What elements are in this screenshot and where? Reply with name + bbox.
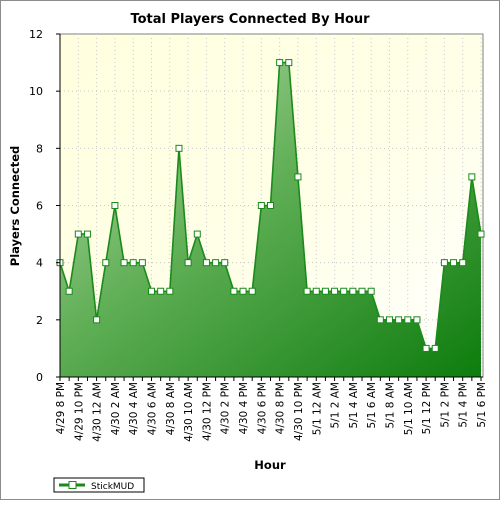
x-tick-label: 4/30 8 AM	[165, 382, 177, 435]
series-area-fill	[60, 62, 481, 377]
chart-title: Total Players Connected By Hour	[130, 12, 370, 27]
data-point	[102, 259, 110, 267]
data-point	[120, 259, 128, 267]
y-tick-label: 10	[29, 85, 43, 98]
data-point	[450, 259, 458, 267]
x-tick-label: 4/30 12 PM	[201, 382, 213, 441]
data-point	[404, 316, 412, 324]
data-point	[440, 259, 448, 267]
data-point	[230, 287, 238, 295]
data-point	[212, 259, 220, 267]
legend-label: StickMUD	[91, 482, 134, 492]
x-tick-label: 5/1 6 PM	[476, 382, 488, 428]
data-point	[175, 144, 183, 152]
x-tick-label: 4/30 6 PM	[256, 382, 268, 434]
x-tick-label: 4/30 2 AM	[110, 382, 122, 435]
data-point	[468, 173, 476, 181]
x-axis-label: Hour	[254, 458, 286, 472]
y-tick-label: 0	[36, 371, 43, 384]
data-point	[111, 202, 119, 209]
data-point	[93, 316, 101, 324]
x-tick-label: 5/1 4 PM	[458, 382, 470, 428]
y-tick-label: 12	[29, 28, 43, 41]
x-tick-label: 4/30 4 AM	[128, 382, 140, 435]
x-tick-label: 4/30 2 PM	[220, 382, 232, 434]
data-point	[138, 259, 146, 267]
data-point	[221, 259, 229, 267]
data-point	[202, 259, 210, 267]
data-point	[248, 287, 256, 295]
data-point	[74, 230, 82, 238]
data-point	[358, 287, 366, 295]
x-tick-label: 4/29 8 PM	[55, 382, 67, 434]
data-point	[239, 287, 247, 295]
x-tick-label: 4/30 6 AM	[147, 382, 159, 435]
x-tick-label: 4/30 4 PM	[238, 382, 250, 434]
x-tick-label: 5/1 10 AM	[403, 382, 415, 435]
data-point	[83, 230, 91, 238]
x-axis-ticks: 4/29 8 PM 4/29 10 PM 4/30 12 AM 4/30 2 AM 4/…	[55, 377, 488, 442]
data-point	[431, 344, 439, 352]
x-tick-label: 5/1 6 AM	[366, 382, 378, 429]
data-point	[331, 287, 339, 295]
x-tick-label: 5/1 2 PM	[439, 382, 451, 428]
data-point	[459, 259, 467, 267]
data-point	[477, 230, 485, 238]
data-point	[395, 316, 403, 324]
x-tick-label: 4/29 10 PM	[73, 382, 85, 441]
series-points	[56, 59, 485, 352]
y-tick-label: 4	[36, 257, 43, 270]
data-point	[285, 59, 293, 67]
data-point	[413, 316, 421, 324]
data-point	[294, 173, 302, 181]
y-axis-ticks: 0 2 4 6 8 10 12	[29, 28, 60, 384]
x-tick-label: 5/1 2 AM	[330, 382, 342, 429]
data-point	[267, 202, 274, 209]
x-tick-label: 5/1 12 PM	[421, 382, 433, 434]
data-point	[340, 287, 348, 295]
y-tick-label: 6	[36, 200, 43, 213]
x-tick-label: 5/1 12 AM	[311, 382, 323, 435]
x-tick-label: 4/30 10 AM	[183, 382, 195, 442]
data-point	[367, 287, 375, 295]
legend-marker	[68, 481, 77, 489]
y-tick-label: 8	[36, 142, 43, 155]
data-point	[321, 287, 329, 295]
data-point	[184, 259, 192, 267]
data-point	[193, 230, 201, 238]
data-point	[376, 316, 384, 324]
data-point	[157, 287, 165, 295]
x-tick-label: 4/30 10 PM	[293, 382, 305, 441]
x-tick-label: 5/1 8 AM	[384, 382, 396, 429]
data-point	[148, 287, 156, 295]
legend: StickMUD	[53, 477, 145, 493]
data-point	[422, 344, 430, 352]
x-tick-label: 4/30 12 AM	[92, 382, 104, 442]
x-tick-label: 4/30 8 PM	[275, 382, 287, 434]
data-point	[166, 287, 174, 295]
data-point	[385, 316, 393, 324]
data-point	[276, 59, 284, 67]
data-point	[257, 202, 265, 209]
data-point	[303, 287, 311, 295]
y-tick-label: 2	[36, 314, 43, 327]
data-point	[65, 287, 73, 295]
y-axis-label: Players Connected	[8, 146, 22, 266]
data-point	[349, 287, 357, 295]
data-point	[312, 287, 320, 295]
data-point	[129, 259, 137, 267]
x-tick-label: 5/1 4 AM	[348, 382, 360, 429]
